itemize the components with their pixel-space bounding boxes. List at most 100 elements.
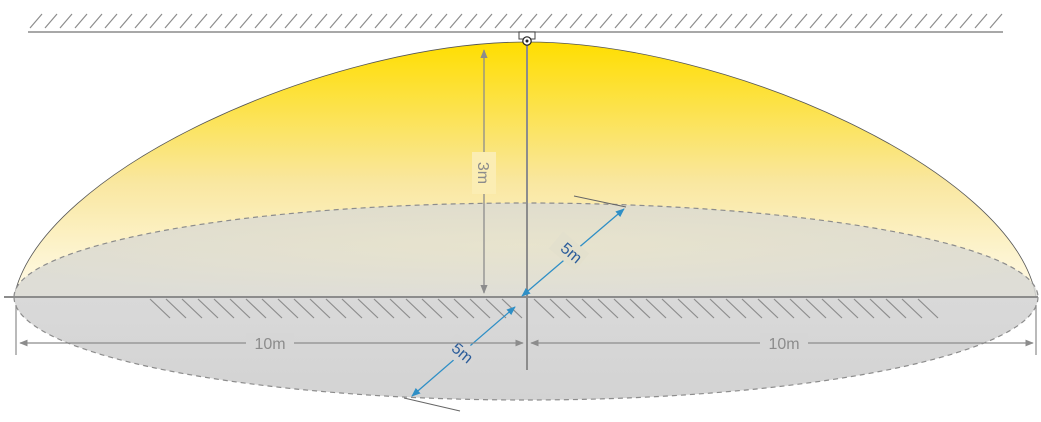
ceiling-hatch-stroke [89,13,103,29]
ceiling-hatch-stroke [914,13,928,29]
floor-hatch-stroke [773,298,795,319]
ceiling-hatch-stroke [704,13,718,29]
ceiling-hatch [29,13,1003,29]
width-right-label: 10m [768,336,799,353]
ceiling-hatch-stroke [584,13,598,29]
floor-hatch-stroke [181,298,203,319]
floor-hatch-stroke [613,298,635,319]
ceiling-hatch-stroke [224,13,238,29]
floor-hatch-stroke [677,298,699,319]
ceiling-hatch-stroke [974,13,988,29]
ceiling-hatch-stroke [404,13,418,29]
floor-hatch-stroke [229,298,251,319]
ceiling-hatch-stroke [524,13,538,29]
floor-hatch-stroke [341,298,363,319]
ceiling-hatch-stroke [254,13,268,29]
height-label: 3m [474,162,491,184]
floor-hatch-stroke [709,298,731,319]
ceiling-hatch-stroke [824,13,838,29]
ceiling-hatch-stroke [614,13,628,29]
floor-hatch-stroke [165,298,187,319]
floor-hatch-stroke [245,298,267,319]
ceiling-hatch-stroke [29,13,43,29]
floor-hatch-stroke [261,298,283,319]
ceiling-hatch-stroke [164,13,178,29]
ceiling-hatch-stroke [59,13,73,29]
floor-hatch-stroke [565,298,587,319]
ceiling-hatch-stroke [44,13,58,29]
ceiling-hatch-stroke [104,13,118,29]
floor-hatch-stroke [597,298,619,319]
ceiling-hatch-stroke [539,13,553,29]
ceiling-hatch-stroke [149,13,163,29]
ceiling-hatch-stroke [179,13,193,29]
ceiling-hatch-stroke [284,13,298,29]
ceiling-hatch-stroke [569,13,583,29]
floor-hatch-stroke [213,298,235,319]
ceiling-hatch-stroke [119,13,133,29]
ceiling-hatch-stroke [374,13,388,29]
floor-hatch-stroke [293,298,315,319]
radius-back-tick [573,195,627,208]
floor-hatch-stroke [581,298,603,319]
ceiling-hatch-stroke [599,13,613,29]
ceiling-hatch-stroke [509,13,523,29]
ceiling-hatch-stroke [494,13,508,29]
floor-hatch-stroke [693,298,715,319]
ceiling-hatch-stroke [359,13,373,29]
ceiling-hatch-stroke [839,13,853,29]
ceiling-hatch-stroke [299,13,313,29]
ceiling-hatch-stroke [809,13,823,29]
floor-hatch-stroke [309,298,331,319]
floor-hatch-stroke [277,298,299,319]
floor-hatch-stroke [549,298,571,319]
ceiling-hatch-stroke [479,13,493,29]
floor-hatch-stroke [901,298,923,319]
floor-hatch-stroke [837,298,859,319]
ceiling-hatch-stroke [689,13,703,29]
ceiling-sensor-icon [518,31,536,46]
floor-hatch-stroke [725,298,747,319]
ceiling-hatch-stroke [74,13,88,29]
ceiling-hatch-stroke [779,13,793,29]
floor-hatch-stroke [821,298,843,319]
floor-hatch-stroke [741,298,763,319]
ceiling-hatch-stroke [209,13,223,29]
ceiling-hatch-stroke [959,13,973,29]
ceiling-hatch-stroke [239,13,253,29]
ceiling-hatch-stroke [989,13,1003,29]
ceiling-hatch-stroke [659,13,673,29]
floor-hatch-stroke [853,298,875,319]
floor-hatch-stroke [357,298,379,319]
ceiling-hatch-stroke [944,13,958,29]
ceiling-hatch-stroke [434,13,448,29]
floor-hatch-stroke [789,298,811,319]
floor-hatch-stroke [197,298,219,319]
ceiling-hatch-stroke [674,13,688,29]
floor-hatch-stroke [661,298,683,319]
ceiling-hatch-stroke [464,13,478,29]
ceiling-hatch-stroke [764,13,778,29]
floor-hatch-stroke [885,298,907,319]
radius-front-tick [403,397,461,412]
ceiling-hatch-stroke [869,13,883,29]
ceiling-hatch-stroke [344,13,358,29]
floor-hatch-stroke [805,298,827,319]
ceiling-hatch-stroke [554,13,568,29]
floor-hatch-stroke [389,298,411,319]
ceiling-hatch-stroke [884,13,898,29]
floor-hatch-stroke [373,298,395,319]
ceiling-hatch-stroke [389,13,403,29]
floor-hatch-stroke [149,298,171,319]
floor-hatch-stroke [645,298,667,319]
width-left-label: 10m [254,336,285,353]
floor-hatch-stroke [533,298,555,319]
floor-hatch-stroke [325,298,347,319]
ceiling-hatch-stroke [269,13,283,29]
ceiling-hatch-stroke [719,13,733,29]
ceiling-hatch-stroke [794,13,808,29]
floor-hatch-stroke [629,298,651,319]
floor-hatch-stroke [869,298,891,319]
